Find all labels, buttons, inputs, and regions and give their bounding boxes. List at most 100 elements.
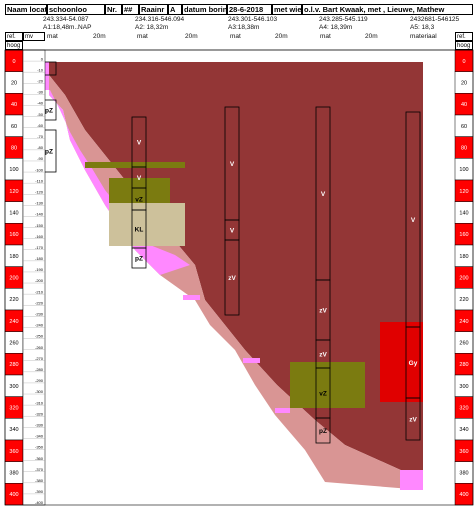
ref-label-right: ref. bbox=[455, 32, 473, 41]
mv-scale-label: -140 bbox=[35, 212, 44, 217]
mv-scale-label: -340 bbox=[35, 434, 44, 439]
boring-columns: pZpZVVvZKLpZVVzVVzVzVvZpZVGyzVpZ bbox=[41, 61, 421, 444]
boring-a3-elevation: A3:18,38m bbox=[228, 24, 260, 31]
depth-tick-label: 240 bbox=[459, 319, 468, 325]
segment-code-label: vZ bbox=[319, 391, 327, 398]
depth-tick-label: 140 bbox=[459, 211, 468, 217]
boring-a5-elevation: A5: 18,3 bbox=[410, 24, 435, 31]
mv-scale-label: -400 bbox=[35, 500, 44, 505]
mv-scale-label: -300 bbox=[35, 389, 44, 394]
mat-label-a3: mat bbox=[230, 33, 241, 40]
boring-a2-elevation: A2: 18,32m bbox=[135, 24, 169, 31]
mv-scale-label: -270 bbox=[35, 356, 44, 361]
location-label: Naam locatie bbox=[5, 4, 47, 15]
depth-tick-label: 400 bbox=[459, 492, 468, 498]
boring-a4-coords: 243.285-545.119 bbox=[319, 16, 368, 23]
depth-tick-label: 220 bbox=[459, 297, 468, 303]
ref-label-left: ref. bbox=[5, 32, 23, 41]
depth-tick-label: 140 bbox=[9, 211, 18, 217]
mv-scale-label: -190 bbox=[35, 267, 44, 272]
mv-scale-label: -80 bbox=[37, 145, 44, 150]
mv-scale-label: -220 bbox=[35, 300, 44, 305]
depth-tick-label: 80 bbox=[461, 146, 467, 152]
depth-tick-label: 180 bbox=[9, 254, 18, 260]
soil-layer-magenta bbox=[400, 470, 423, 490]
depth-tick-label: 340 bbox=[459, 427, 468, 433]
mv-scale-label: -310 bbox=[35, 400, 44, 405]
boring-segment bbox=[405, 397, 421, 441]
spacing-label-3: 20m bbox=[275, 33, 288, 40]
segment-code-label: V bbox=[411, 217, 416, 224]
segment-code-label: pZ bbox=[45, 108, 53, 115]
mv-scale-label: -110 bbox=[35, 178, 43, 183]
mv-scale-label: -200 bbox=[35, 278, 44, 283]
nr-label: Nr. bbox=[105, 4, 122, 15]
profile-header: Naam locatie schoonloo Nr. ## Raainr A d… bbox=[5, 4, 473, 50]
mv-scale-label: -160 bbox=[35, 234, 44, 239]
segment-code-label: pZ bbox=[45, 149, 53, 156]
depth-tick-label: 320 bbox=[459, 406, 468, 412]
mv-scale-label: -100 bbox=[35, 167, 44, 172]
depth-tick-label: 180 bbox=[459, 254, 468, 260]
depth-tick-label: 300 bbox=[9, 384, 18, 390]
mv-scale-label: -120 bbox=[35, 189, 44, 194]
mv-scale-label: -390 bbox=[35, 489, 44, 494]
mv-scale-label: -50 bbox=[37, 112, 44, 117]
boring-segment bbox=[131, 247, 147, 269]
mv-scale-label: -10 bbox=[37, 67, 44, 72]
mv-scale-label: -260 bbox=[35, 345, 44, 350]
mv-scale-label: -360 bbox=[35, 456, 44, 461]
boring-a1-elevation: A1:18,48m..NAP bbox=[43, 24, 92, 31]
soil-layer-olive bbox=[85, 162, 185, 168]
depth-tick-label: 0 bbox=[462, 59, 465, 65]
mat-label-a4: mat bbox=[320, 33, 331, 40]
mv-scale-label: -30 bbox=[37, 90, 44, 95]
depth-axes: 0204060801001201401601802002202402602803… bbox=[4, 49, 474, 506]
mv-scale-label: -170 bbox=[35, 245, 44, 250]
depth-tick-label: 100 bbox=[9, 167, 18, 173]
mv-scale-label: -70 bbox=[37, 134, 44, 139]
mv-scale-label: -90 bbox=[37, 156, 44, 161]
mv-scale-label: -290 bbox=[35, 378, 44, 383]
depth-tick-label: 300 bbox=[459, 384, 468, 390]
diagram-frame bbox=[4, 49, 474, 506]
depth-tick-label: 320 bbox=[9, 406, 18, 412]
depth-tick-label: 120 bbox=[459, 189, 468, 195]
depth-tick-label: 80 bbox=[11, 146, 17, 152]
mat-label-a2: mat bbox=[137, 33, 148, 40]
spacing-label-1: 20m bbox=[93, 33, 106, 40]
segment-code-label: KL bbox=[135, 227, 144, 234]
spacing-label-4: 20m bbox=[365, 33, 378, 40]
mv-scale-label: -150 bbox=[35, 223, 44, 228]
boring-a1-coords: 243.334-54.087 bbox=[43, 16, 89, 23]
soil-layer-magenta bbox=[183, 295, 200, 300]
depth-tick-label: 360 bbox=[9, 449, 18, 455]
mv-label: mv bbox=[23, 32, 45, 41]
segment-code-label: V bbox=[230, 161, 235, 168]
mv-scale-label: -280 bbox=[35, 367, 44, 372]
depth-tick-label: 0 bbox=[12, 59, 15, 65]
raai-label: Raainr bbox=[139, 4, 168, 15]
mv-scale-label: -210 bbox=[35, 289, 44, 294]
team-value: o.l.v. Bart Kwaak, met , Lieuwe, Mathew bbox=[302, 4, 473, 15]
mv-scale-label: -180 bbox=[35, 256, 44, 261]
mv-scale-label: -40 bbox=[37, 101, 44, 106]
segment-code-label: zV bbox=[319, 352, 327, 359]
segment-code-label: V bbox=[321, 191, 326, 198]
depth-tick-label: 260 bbox=[459, 341, 468, 347]
segment-code-label: pZ bbox=[135, 256, 143, 263]
mv-scale-label: -320 bbox=[35, 411, 44, 416]
boring-a3-coords: 243.301-546.103 bbox=[228, 16, 278, 23]
depth-tick-label: 380 bbox=[459, 471, 468, 477]
soil-layer-beige bbox=[109, 203, 185, 246]
mv-scale-label: -230 bbox=[35, 312, 44, 317]
boring-a2-coords: 234.316-546.094 bbox=[135, 16, 185, 23]
segment-code-label: pZ bbox=[319, 428, 327, 435]
soil-layer-red bbox=[380, 322, 423, 402]
mat-label-a1: mat bbox=[47, 33, 58, 40]
nr-value: ## bbox=[122, 4, 139, 15]
depth-tick-label: 360 bbox=[459, 449, 468, 455]
depth-tick-label: 200 bbox=[9, 276, 18, 282]
depth-tick-label: 40 bbox=[11, 102, 17, 108]
